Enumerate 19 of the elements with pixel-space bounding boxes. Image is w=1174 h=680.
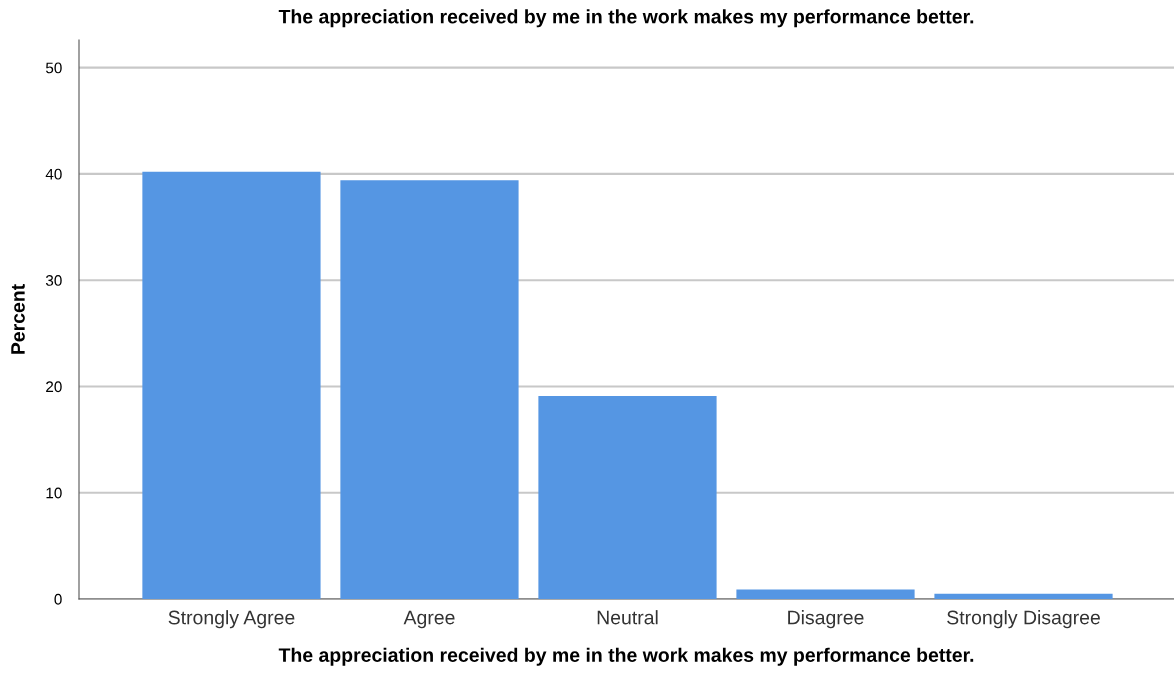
y-tick-label: 20	[46, 381, 62, 393]
y-axis-title: Percent	[11, 284, 25, 354]
x-tick-label: Agree	[403, 610, 455, 629]
x-axis-title: The appreciation received by me in the work makes my performance better.	[278, 647, 974, 666]
bar	[142, 171, 321, 599]
bar	[934, 593, 1113, 599]
y-tick-label: 10	[46, 487, 62, 499]
x-tick-label: Strongly Agree	[168, 610, 295, 629]
y-tick-label: 0	[54, 593, 62, 605]
y-tick-label: 40	[45, 168, 62, 180]
bar	[538, 396, 717, 599]
x-tick-label: Neutral	[597, 610, 658, 625]
bar	[340, 180, 519, 599]
y-tick-label: 30	[45, 275, 62, 286]
x-tick-label: Strongly Disagree	[947, 610, 1100, 629]
y-tick-label: 50	[45, 62, 62, 74]
chart-title: The appreciation received by me in the work makes my performance better.	[278, 9, 974, 28]
bar	[736, 589, 915, 599]
x-tick-label: Disagree	[788, 610, 864, 629]
